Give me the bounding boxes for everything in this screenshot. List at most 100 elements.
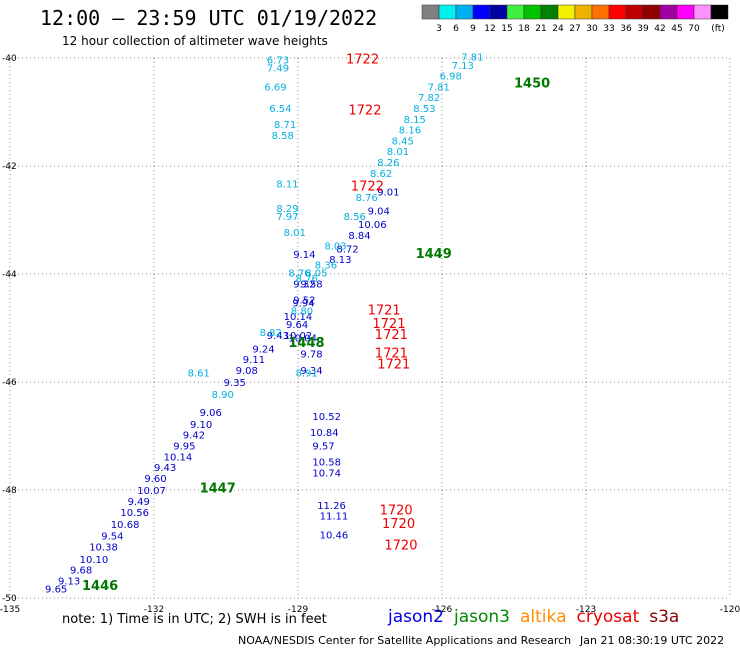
jason2-point: 8.13 xyxy=(329,255,351,266)
jason2-point: 11.26 xyxy=(317,501,346,512)
jason3-point: 8.01 xyxy=(387,147,409,158)
jason2-point: 9.01 xyxy=(377,188,399,199)
jason3-point: 8.16 xyxy=(399,126,421,137)
cryosat-point: 1721 xyxy=(375,347,408,362)
grid xyxy=(9,57,731,599)
jason2-point: 10.38 xyxy=(89,542,118,553)
jason2-point: 9.24 xyxy=(252,344,274,355)
jason2-point: 10.02 xyxy=(284,331,313,342)
jason2_time-point: 1448 xyxy=(288,336,324,351)
jason3-point: 8.76 xyxy=(356,193,378,204)
jason2-point: 9.54 xyxy=(101,532,123,543)
satellite-label-jason2: jason2 xyxy=(388,607,444,627)
jason2-point: 11.11 xyxy=(320,512,349,523)
jason2-point: 10.84 xyxy=(310,428,339,439)
scale-swatch xyxy=(438,4,457,20)
jason2-point: 8.72 xyxy=(336,244,358,255)
cryosat-point: 1720 xyxy=(380,503,413,518)
scale-tick: 27 xyxy=(569,24,580,34)
satellite-label-jason3: jason3 xyxy=(454,607,510,627)
jason3-point: 8.53 xyxy=(413,104,435,115)
scale-swatch xyxy=(659,4,678,20)
jason3-point: 8.90 xyxy=(212,390,234,401)
jason2-point: 9.78 xyxy=(300,350,322,361)
jason3-point: 7.81 xyxy=(428,82,450,93)
jason2-point: 9.64 xyxy=(286,320,308,331)
scale-swatch xyxy=(421,4,440,20)
jason3-point: 8.05 xyxy=(305,269,327,280)
jason2-point: 10.46 xyxy=(320,531,349,542)
scale-swatch xyxy=(472,4,491,20)
jason2-point: 10.06 xyxy=(358,220,387,231)
scale-tick: 33 xyxy=(603,24,614,34)
page-title: 12:00 – 23:59 UTC 01/19/2022 xyxy=(40,6,378,30)
y-tick-label: -50 xyxy=(2,594,17,604)
jason2-point: 9.32 xyxy=(293,280,315,291)
scale-tick: 18 xyxy=(518,24,530,34)
satellite-label-cryosat: cryosat xyxy=(576,607,640,627)
jason2-point: 9.42 xyxy=(183,431,205,442)
scale-tick: 9 xyxy=(470,24,476,34)
scale-swatch xyxy=(506,4,525,20)
jason3-point: 7.82 xyxy=(418,93,440,104)
jason2-point: 10.52 xyxy=(312,412,341,423)
jason3-point: 8.01 xyxy=(284,228,306,239)
scale-tick: 30 xyxy=(586,24,598,34)
scale-swatch xyxy=(591,4,610,20)
color-scale: 3 6 9 12 15 18 21 24 27 30 33 36 39 42 45 70 (ft) xyxy=(421,4,729,34)
scale-tick: 39 xyxy=(637,24,649,34)
scale-swatch xyxy=(676,4,695,20)
footer-note: note: 1) Time is in UTC; 2) SWH is in fe… xyxy=(62,612,327,627)
satellite-label-s3a: s3a xyxy=(649,607,680,627)
jason3-point: 8.61 xyxy=(188,369,210,380)
jason2-point: 9.06 xyxy=(200,408,222,419)
x-tick-label: -132 xyxy=(144,605,164,615)
jason2-point: 10.14 xyxy=(284,312,313,323)
jason2_time-point: 1447 xyxy=(200,482,236,497)
jason3-point: 6.69 xyxy=(264,82,286,93)
jason2-point: 9.13 xyxy=(58,577,80,588)
scale-swatch xyxy=(557,4,576,20)
scale-tick: 42 xyxy=(654,24,665,34)
jason3-point: 7.13 xyxy=(452,61,474,72)
jason2-point: 10.14 xyxy=(164,452,193,463)
x-tick-label: -120 xyxy=(720,605,740,615)
jason2_time-point: 1446 xyxy=(82,579,118,594)
scale-swatch xyxy=(625,4,644,20)
satellite-legend: jason2 jason3 altika cryosat s3a xyxy=(388,607,689,627)
scale-swatch xyxy=(523,4,542,20)
y-tick-label: -40 xyxy=(2,54,17,64)
scale-swatch xyxy=(710,4,729,20)
scale-unit: (ft) xyxy=(711,24,725,34)
scale-swatch xyxy=(489,4,508,20)
plot-area xyxy=(10,58,730,598)
jason3-point: 6.73 xyxy=(267,55,289,66)
jason3-point: 7.81 xyxy=(461,53,483,64)
scale-tick: 70 xyxy=(688,24,700,34)
cryosat-point: 1721 xyxy=(377,358,410,373)
x-tick-label: -126 xyxy=(432,605,453,615)
scale-tick: 3 xyxy=(436,24,442,34)
jason3-point: 8.36 xyxy=(315,261,337,272)
jason2-point: 9.43 xyxy=(154,463,176,474)
jason3-point: 8.26 xyxy=(377,158,399,169)
footer-timestamp: Jan 21 08:30:19 UTC 2022 xyxy=(580,634,725,647)
scale-swatch xyxy=(642,4,661,20)
jason2-point: 10.10 xyxy=(80,555,109,566)
scale-tick: 21 xyxy=(535,24,546,34)
x-tick-label: -135 xyxy=(0,605,20,615)
jason2-point: 9.49 xyxy=(128,497,150,508)
jason2-point: 9.04 xyxy=(368,207,390,218)
jason2-point: 9.65 xyxy=(45,585,67,596)
axis-ticks: -135 -132 -129 -126 -123 -120 -40 -42 -44 -46 -48 -… xyxy=(0,54,740,615)
jason2_time-point: 1450 xyxy=(514,77,550,92)
footer-center: NOAA/NESDIS Center for Satellite Applica… xyxy=(238,634,572,647)
jason2-point: 10.68 xyxy=(111,520,140,531)
jason3-point: 7.97 xyxy=(276,212,298,223)
scale-swatch xyxy=(608,4,627,20)
jason2-point: 9.10 xyxy=(190,420,212,431)
scale-swatch xyxy=(693,4,712,20)
cryosat-point: 1721 xyxy=(368,304,401,319)
y-tick-label: -46 xyxy=(2,378,17,388)
page-subtitle: 12 hour collection of altimeter wave hei… xyxy=(62,34,328,48)
